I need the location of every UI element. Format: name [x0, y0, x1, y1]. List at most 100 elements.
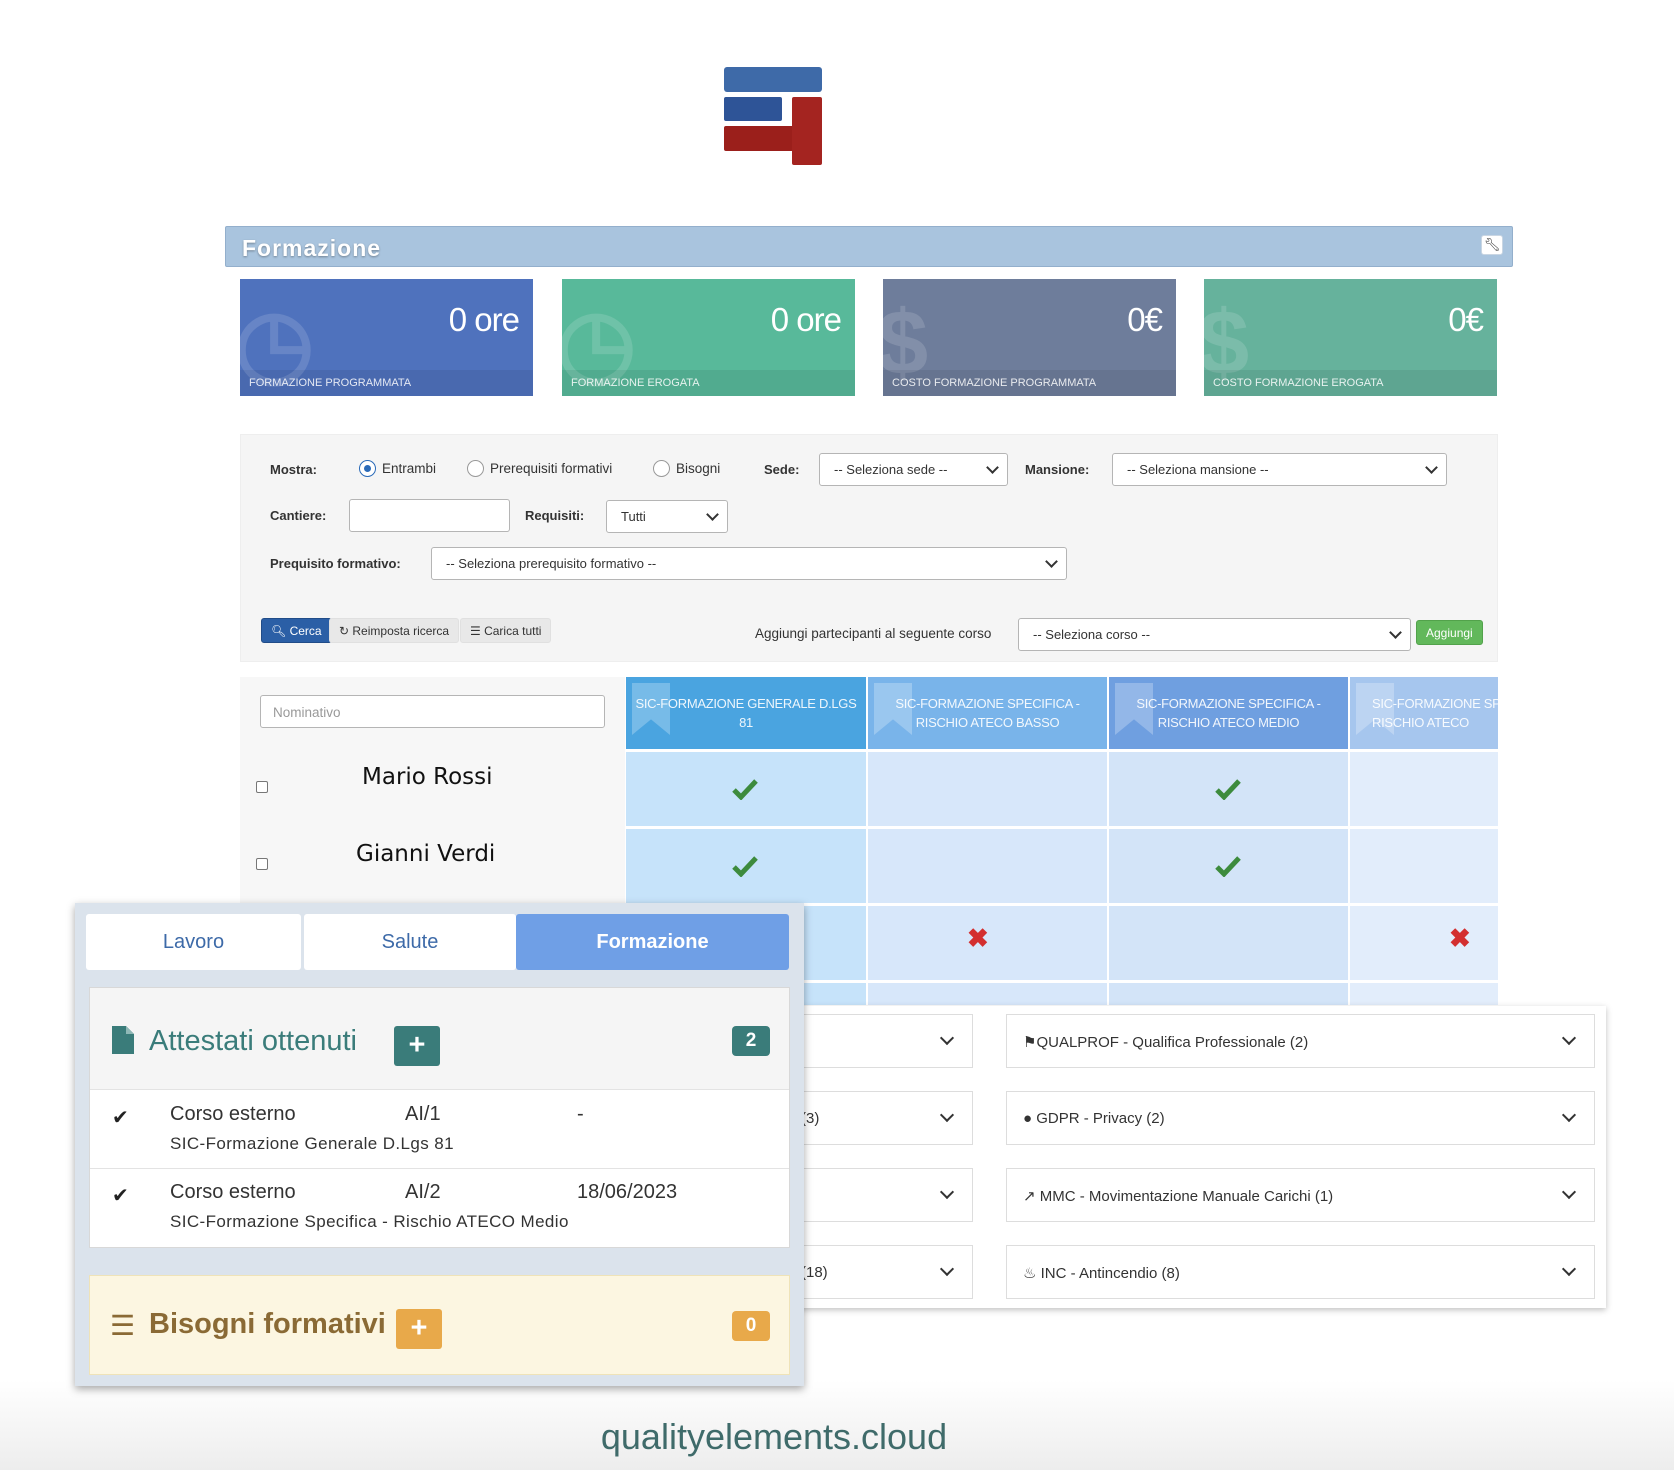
attestato-code: AI/2 — [405, 1181, 441, 1203]
sede-select[interactable]: -- Seleziona sede -- — [819, 453, 1008, 486]
chevron-down-icon — [939, 1030, 955, 1046]
mansione-select-value: -- Seleziona mansione -- — [1127, 462, 1269, 477]
matrix-cell[interactable] — [1350, 906, 1498, 980]
sede-select-value: -- Seleziona sede -- — [834, 462, 948, 477]
prerequisito-select-value: -- Seleziona prerequisito formativo -- — [446, 556, 657, 571]
matrix-cell[interactable] — [1350, 829, 1498, 903]
attestato-row[interactable]: ✔ Corso esterno AI/1 - SIC-Formazione Ge… — [90, 1091, 789, 1169]
category-item-mmc[interactable]: ↗ MMC - Movimentazione Manuale Carichi (… — [1006, 1168, 1595, 1222]
person-name: Gianni Verdi — [356, 841, 496, 867]
row-checkbox[interactable] — [256, 781, 268, 793]
wrench-icon[interactable]: 🔧︎ — [1481, 235, 1503, 255]
chevron-down-icon — [1389, 626, 1402, 639]
radio-prerequisiti-label: Prerequisiti formativi — [490, 461, 613, 476]
tile-formazione-erogata: ◷ 0 ore FORMAZIONE EROGATA — [562, 279, 855, 396]
attestato-type: Corso esterno — [170, 1181, 296, 1203]
tile-value: 0 ore — [448, 301, 520, 338]
cerca-button[interactable]: 🔍︎ Cerca — [261, 618, 332, 643]
radio-prerequisiti[interactable] — [467, 460, 484, 477]
check-icon — [1215, 779, 1241, 800]
row-checkbox[interactable] — [256, 858, 268, 870]
radio-entrambi[interactable] — [359, 460, 376, 477]
tile-value: 0€ — [1127, 301, 1163, 338]
attestati-title: Attestati ottenuti — [149, 1025, 357, 1057]
check-icon: ✔ — [112, 1185, 129, 1207]
refresh-icon: ↻ — [339, 624, 353, 638]
category-item-inc[interactable]: ♨ INC - Antincendio (8) — [1006, 1245, 1595, 1299]
radio-bisogni-label: Bisogni — [676, 461, 721, 476]
check-icon — [732, 856, 758, 877]
chevron-down-icon — [1561, 1261, 1577, 1277]
category-label: QUALPROF - Qualifica Professionale (2) — [1036, 1034, 1309, 1051]
add-attestato-button[interactable]: + — [394, 1026, 440, 1066]
tab-formazione[interactable]: Formazione — [516, 914, 789, 970]
filter-panel: Mostra: Entrambi Prerequisiti formativi … — [240, 434, 1498, 662]
check-icon — [732, 779, 758, 800]
matrix-cell[interactable] — [868, 983, 1107, 1005]
chevron-down-icon — [939, 1107, 955, 1123]
tile-costo-programmata: $ 0€ COSTO FORMAZIONE PROGRAMMATA — [883, 279, 1176, 396]
requisiti-select[interactable]: Tutti — [606, 500, 728, 533]
matrix-cell[interactable] — [868, 829, 1107, 903]
employee-panel: Lavoro Salute Formazione Attestati otten… — [75, 903, 804, 1386]
bisogni-title: Bisogni formativi — [149, 1308, 386, 1340]
cross-icon: ✖ — [1449, 923, 1471, 953]
column-header[interactable]: SIC-FORMAZIONE GENERALE D.LGS 81 — [626, 677, 866, 749]
tab-salute[interactable]: Salute — [304, 914, 516, 970]
brand-logo — [724, 67, 822, 165]
corso-select[interactable]: -- Seleziona corso -- — [1018, 618, 1411, 651]
column-header-label: SIC-FORMAZIONE SPECIFICA - RISCHIO ATECO… — [895, 696, 1080, 730]
category-label: INC - Antincendio (8) — [1040, 1265, 1180, 1282]
attestato-type: Corso esterno — [170, 1103, 296, 1125]
attestato-row[interactable]: ✔ Corso esterno AI/2 18/06/2023 SIC-Form… — [90, 1169, 789, 1247]
cross-icon: ✖ — [967, 923, 989, 953]
prerequisito-label: Prequisito formativo: — [270, 556, 401, 571]
radio-bisogni[interactable] — [653, 460, 670, 477]
aggiungi-button[interactable]: Aggiungi — [1416, 620, 1483, 645]
requisiti-label: Requisiti: — [525, 508, 585, 523]
column-header[interactable]: SIC-FORMAZIONE SPECIFICA - RISCHIO ATECO… — [868, 677, 1107, 749]
column-header[interactable]: SIC-FORMAZIONE SPECIFICA - RISCHIO ATECO… — [1109, 677, 1348, 749]
mansione-select[interactable]: -- Seleziona mansione -- — [1112, 453, 1447, 486]
cantiere-input[interactable] — [349, 499, 510, 532]
carica-label: Carica tutti — [484, 624, 542, 638]
matrix-cell[interactable] — [1350, 983, 1498, 1005]
bisogni-count-badge: 0 — [732, 1311, 770, 1341]
file-icon — [112, 1026, 134, 1054]
attestato-date: 18/06/2023 — [577, 1181, 678, 1203]
tile-costo-erogata: $ 0€ COSTO FORMAZIONE EROGATA — [1204, 279, 1497, 396]
chevron-down-icon — [1425, 461, 1438, 474]
column-header-label: SIC-FORMAZIONE GENERALE D.LGS 81 — [635, 696, 857, 730]
dollar-icon: $ — [883, 292, 929, 394]
tile-value: 0 ore — [770, 301, 842, 338]
mostra-label: Mostra: — [270, 462, 317, 477]
requisiti-select-value: Tutti — [621, 509, 646, 524]
radio-entrambi-label: Entrambi — [382, 461, 437, 476]
matrix-cell[interactable] — [1350, 752, 1498, 826]
column-header[interactable]: SIC-FORMAZIONE SPECIFICA - RISCHIO ATECO — [1350, 677, 1498, 749]
attestato-course: SIC-Formazione Generale D.Lgs 81 — [170, 1134, 454, 1153]
tile-caption: FORMAZIONE EROGATA — [562, 370, 855, 396]
bisogni-box: ☰ Bisogni formativi + 0 — [89, 1275, 790, 1375]
category-label: GDPR - Privacy (2) — [1036, 1110, 1165, 1127]
bottom-fade — [0, 1380, 1674, 1470]
matrix-cell[interactable] — [1109, 906, 1348, 980]
matrix-cell[interactable] — [1109, 983, 1348, 1005]
tile-value: 0€ — [1448, 301, 1484, 338]
tags-icon: ⚑ — [1023, 1034, 1037, 1051]
prerequisito-select[interactable]: -- Seleziona prerequisito formativo -- — [431, 547, 1067, 580]
nominativo-input[interactable]: Nominativo — [260, 695, 605, 728]
attestato-date: - — [577, 1103, 584, 1125]
category-label: (3) — [801, 1110, 820, 1127]
category-item-gdpr[interactable]: ● GDPR - Privacy (2) — [1006, 1091, 1595, 1145]
carica-tutti-button[interactable]: ☰ Carica tutti — [460, 618, 552, 643]
category-item-qualprof[interactable]: ⚑QUALPROF - Qualifica Professionale (2) — [1006, 1014, 1595, 1068]
tab-lavoro[interactable]: Lavoro — [86, 914, 301, 970]
add-bisogno-button[interactable]: + — [396, 1309, 442, 1349]
matrix-cell[interactable] — [868, 906, 1107, 980]
matrix-cell[interactable] — [868, 752, 1107, 826]
reimposta-button[interactable]: ↻ Reimposta ricerca — [329, 618, 460, 643]
attestati-count-badge: 2 — [732, 1026, 770, 1056]
tile-caption: COSTO FORMAZIONE EROGATA — [1204, 370, 1497, 396]
corso-select-value: -- Seleziona corso -- — [1033, 627, 1151, 642]
